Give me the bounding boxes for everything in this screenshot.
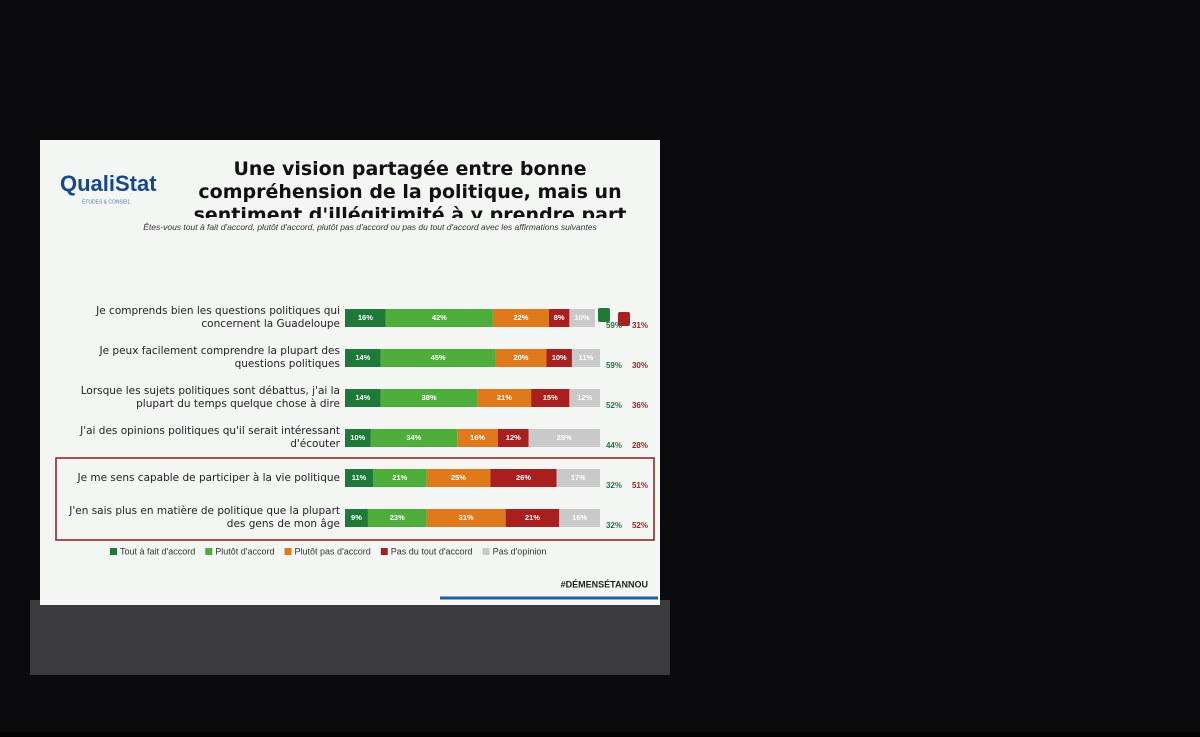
value-label: 12%	[506, 433, 521, 442]
thumb-up	[598, 308, 610, 322]
category-box: J'en sais plus en matière de politique q…	[55, 498, 340, 538]
category-label: Je me sens capable de participer à la vi…	[55, 458, 340, 498]
value-label: 21%	[392, 473, 407, 482]
legend-label: Pas d'opinion	[493, 546, 547, 556]
legend-swatch	[110, 548, 117, 555]
value-label: 42%	[432, 313, 447, 322]
value-label: 25%	[451, 473, 466, 482]
value-label: 23%	[390, 513, 405, 522]
value-label: 14%	[355, 393, 370, 402]
value-label: 31%	[459, 513, 474, 522]
value-label: 34%	[406, 433, 421, 442]
category-label: Lorsque les sujets politiques sont débat…	[55, 378, 340, 418]
subtitle-box: Êtes-vous tout à fait d'accord, plutôt d…	[90, 222, 650, 252]
value-label: 21%	[497, 393, 512, 402]
value-label: 38%	[422, 393, 437, 402]
value-label: 8%	[554, 313, 565, 322]
photo: QualiStat ÉTUDES & CONSEIL Une vision pa…	[0, 0, 1200, 732]
total-label: 31%	[632, 321, 648, 330]
value-label: 16%	[470, 433, 485, 442]
value-label: 26%	[516, 473, 531, 482]
total-label: 44%	[606, 441, 622, 450]
category-box: Je comprends bien les questions politiqu…	[55, 298, 340, 338]
total-label: 32%	[606, 521, 622, 530]
chart-subtitle: Êtes-vous tout à fait d'accord, plutôt d…	[90, 222, 650, 232]
legend-label: Pas du tout d'accord	[391, 546, 473, 556]
value-label: 22%	[513, 313, 528, 322]
total-label: 28%	[632, 441, 648, 450]
value-label: 16%	[358, 313, 373, 322]
value-label: 11%	[352, 473, 367, 482]
chart-title: Une vision partagée entre bonne compréhe…	[170, 158, 650, 218]
value-label: 9%	[351, 513, 362, 522]
total-label: 52%	[606, 401, 622, 410]
total-label: 59%	[606, 321, 622, 330]
logo: QualiStat	[60, 171, 157, 196]
value-label: 16%	[572, 513, 587, 522]
category-label: Je peux facilement comprendre la plupart…	[55, 338, 340, 378]
total-label: 51%	[632, 481, 648, 490]
legend-label: Tout à fait d'accord	[120, 546, 195, 556]
category-label: J'en sais plus en matière de politique q…	[55, 498, 340, 538]
category-box: Je me sens capable de participer à la vi…	[55, 458, 340, 498]
legend-label: Plutôt pas d'accord	[295, 546, 371, 556]
value-label: 10%	[350, 433, 365, 442]
total-label: 52%	[632, 521, 648, 530]
category-box: Lorsque les sujets politiques sont débat…	[55, 378, 340, 418]
screen-bottom	[30, 600, 670, 675]
category-box: Je peux facilement comprendre la plupart…	[55, 338, 340, 378]
value-label: 12%	[577, 393, 592, 402]
hashtag: #DÉMENSÉTANNOU	[561, 579, 648, 589]
value-label: 14%	[355, 353, 370, 362]
title-box: Une vision partagée entre bonne compréhe…	[170, 158, 650, 218]
value-label: 10%	[575, 313, 590, 322]
value-label: 11%	[579, 353, 594, 362]
legend-swatch	[483, 548, 490, 555]
total-label: 30%	[632, 361, 648, 370]
legend-swatch	[381, 548, 388, 555]
value-label: 45%	[431, 353, 446, 362]
value-label: 15%	[543, 393, 558, 402]
logo-tagline: ÉTUDES & CONSEIL	[82, 198, 131, 205]
value-label: 21%	[525, 513, 540, 522]
value-label: 10%	[552, 353, 567, 362]
legend-swatch	[205, 548, 212, 555]
total-label: 36%	[632, 401, 648, 410]
category-label: Je comprends bien les questions politiqu…	[55, 298, 340, 338]
category-label: J'ai des opinions politiques qu'il serai…	[55, 418, 340, 458]
value-label: 20%	[513, 353, 528, 362]
value-label: 28%	[557, 433, 572, 442]
value-label: 17%	[571, 473, 586, 482]
total-label: 59%	[606, 361, 622, 370]
legend-label: Plutôt d'accord	[215, 546, 274, 556]
total-label: 32%	[606, 481, 622, 490]
legend-swatch	[285, 548, 292, 555]
category-box: J'ai des opinions politiques qu'il serai…	[55, 418, 340, 458]
